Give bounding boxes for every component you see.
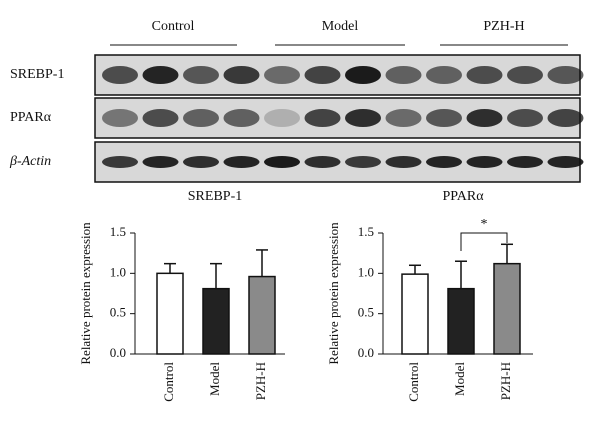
blot-band [385,66,422,84]
x-tick-label: PZH-H [498,362,513,400]
blot-band [183,156,219,168]
blot-band [547,66,584,84]
blot-band [304,66,341,84]
row-label: β-Actin [9,154,51,169]
blot-band [466,109,503,127]
group-label: Model [322,19,359,34]
y-axis-label: Relative protein expression [326,222,341,365]
blot-band [385,156,422,168]
blot-band [102,109,138,127]
blot-band [102,156,138,168]
x-tick-label: Control [406,362,421,402]
bar [447,287,475,355]
blot-band [304,156,341,168]
row-label: PPARα [10,110,52,125]
blot-band [507,66,543,84]
blot-band [507,156,543,168]
chart-title: PPARα [442,189,484,204]
group-label: PZH-H [483,19,524,34]
blot-band [142,156,179,168]
blot-band [264,156,300,168]
significance-label: * [481,217,488,232]
blot-band [264,66,300,84]
blot-band [385,109,422,127]
blot-band [264,109,300,127]
blot-band [183,66,219,84]
y-tick-label: 1.5 [358,224,374,239]
x-tick-label: PZH-H [253,362,268,400]
x-tick-label: Control [161,362,176,402]
blot-band [304,109,341,127]
x-tick-label: Model [452,362,467,396]
bar [202,287,230,355]
bar [248,275,276,355]
blot-band [466,66,503,84]
y-tick-label: 1.0 [358,264,374,279]
y-axis-label: Relative protein expression [78,222,93,365]
blot-band [426,66,462,84]
chart-title: SREBP-1 [188,189,242,204]
blot-band [426,156,462,168]
blot-band [183,109,219,127]
y-tick-label: 0.5 [358,305,374,320]
bar [401,273,429,355]
y-tick-label: 0.0 [110,345,126,360]
blot-band [426,109,462,127]
y-tick-label: 0.5 [110,305,126,320]
blot-band [142,66,179,84]
y-tick-label: 1.0 [110,264,126,279]
blot-band [223,156,260,168]
group-label: Control [152,19,195,34]
x-tick-label: Model [207,362,222,396]
blot-band [466,156,503,168]
y-tick-label: 0.0 [358,345,374,360]
blot-band [345,109,381,127]
blot-band [102,66,138,84]
blot-band [547,109,584,127]
y-tick-label: 1.5 [110,224,126,239]
blot-band [547,156,584,168]
blot-band [223,109,260,127]
bar [156,272,184,355]
blot-band [142,109,179,127]
row-label: SREBP-1 [10,67,64,82]
blot-band [345,156,381,168]
blot-band [345,66,381,84]
blot-band [223,66,260,84]
significance-bracket [460,232,508,251]
blot-band [507,109,543,127]
bar [493,262,521,355]
